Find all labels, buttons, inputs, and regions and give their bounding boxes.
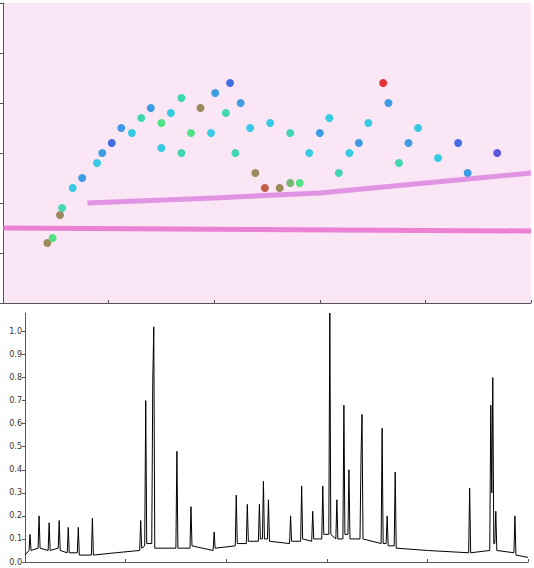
svg-text:0.8: 0.8 <box>9 373 22 382</box>
svg-text:0.9: 0.9 <box>9 350 22 359</box>
svg-text:0.3: 0.3 <box>9 488 22 497</box>
svg-text:1.0: 1.0 <box>9 327 22 336</box>
svg-text:0.1: 0.1 <box>9 534 22 543</box>
svg-text:0.7: 0.7 <box>9 396 22 405</box>
svg-text:0.0: 0.0 <box>9 558 22 567</box>
svg-text:0.2: 0.2 <box>9 511 22 520</box>
svg-text:0.5: 0.5 <box>9 442 22 451</box>
svg-text:0.6: 0.6 <box>9 419 22 428</box>
svg-text:0.4: 0.4 <box>9 465 22 474</box>
